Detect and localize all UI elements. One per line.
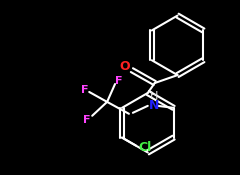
Text: H: H xyxy=(150,91,158,101)
Text: O: O xyxy=(120,60,130,73)
Text: F: F xyxy=(83,115,90,125)
Text: Cl: Cl xyxy=(138,141,151,154)
Text: N: N xyxy=(149,99,159,112)
Text: F: F xyxy=(115,76,123,86)
Text: F: F xyxy=(80,85,88,95)
